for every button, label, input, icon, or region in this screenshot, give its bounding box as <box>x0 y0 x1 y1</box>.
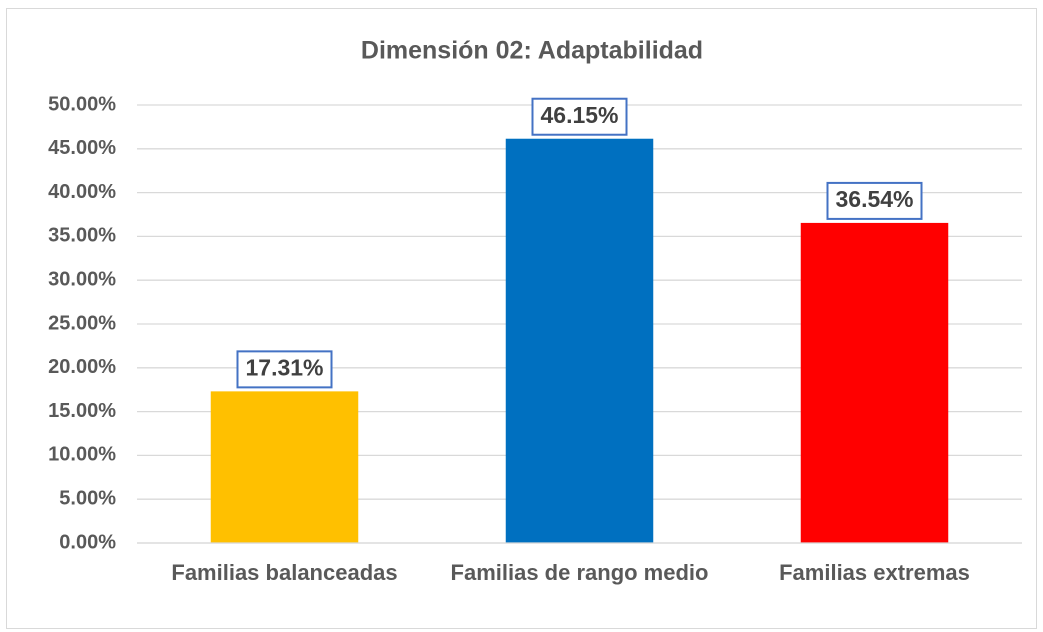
y-tick-label: 5.00% <box>59 487 116 509</box>
bar <box>800 222 949 543</box>
y-tick-label: 15.00% <box>48 400 116 422</box>
y-tick-label: 50.00% <box>48 93 116 115</box>
x-tick-label-box: Familias de rango medio <box>450 560 709 585</box>
data-label-box <box>531 97 628 136</box>
chart-title: Dimensión 02: Adaptabilidad <box>361 37 703 65</box>
y-tick-label: 25.00% <box>48 312 116 334</box>
y-tick-label: 0.00% <box>59 531 116 553</box>
bar <box>210 391 359 543</box>
x-tick-label: Familias balanceadas <box>171 560 398 585</box>
bar <box>505 138 654 543</box>
data-label-box <box>826 181 923 220</box>
y-tick-label: 20.00% <box>48 356 116 378</box>
y-tick-label: 30.00% <box>48 268 116 290</box>
y-tick-label: 35.00% <box>48 225 116 247</box>
data-label: 17.31% <box>245 354 323 380</box>
y-tick-label: 40.00% <box>48 181 116 203</box>
data-label: 36.54% <box>835 186 913 212</box>
x-tick-label: Familias de rango medio <box>450 560 709 585</box>
y-tick-label: 10.00% <box>48 444 116 466</box>
y-tick-label: 45.00% <box>48 137 116 159</box>
x-tick-label: Familias extremas <box>779 560 970 585</box>
data-label-box <box>236 350 333 389</box>
data-label: 46.15% <box>540 102 618 128</box>
x-tick-label-box: Familias balanceadas <box>171 560 398 585</box>
x-tick-label-box: Familias extremas <box>779 560 970 585</box>
